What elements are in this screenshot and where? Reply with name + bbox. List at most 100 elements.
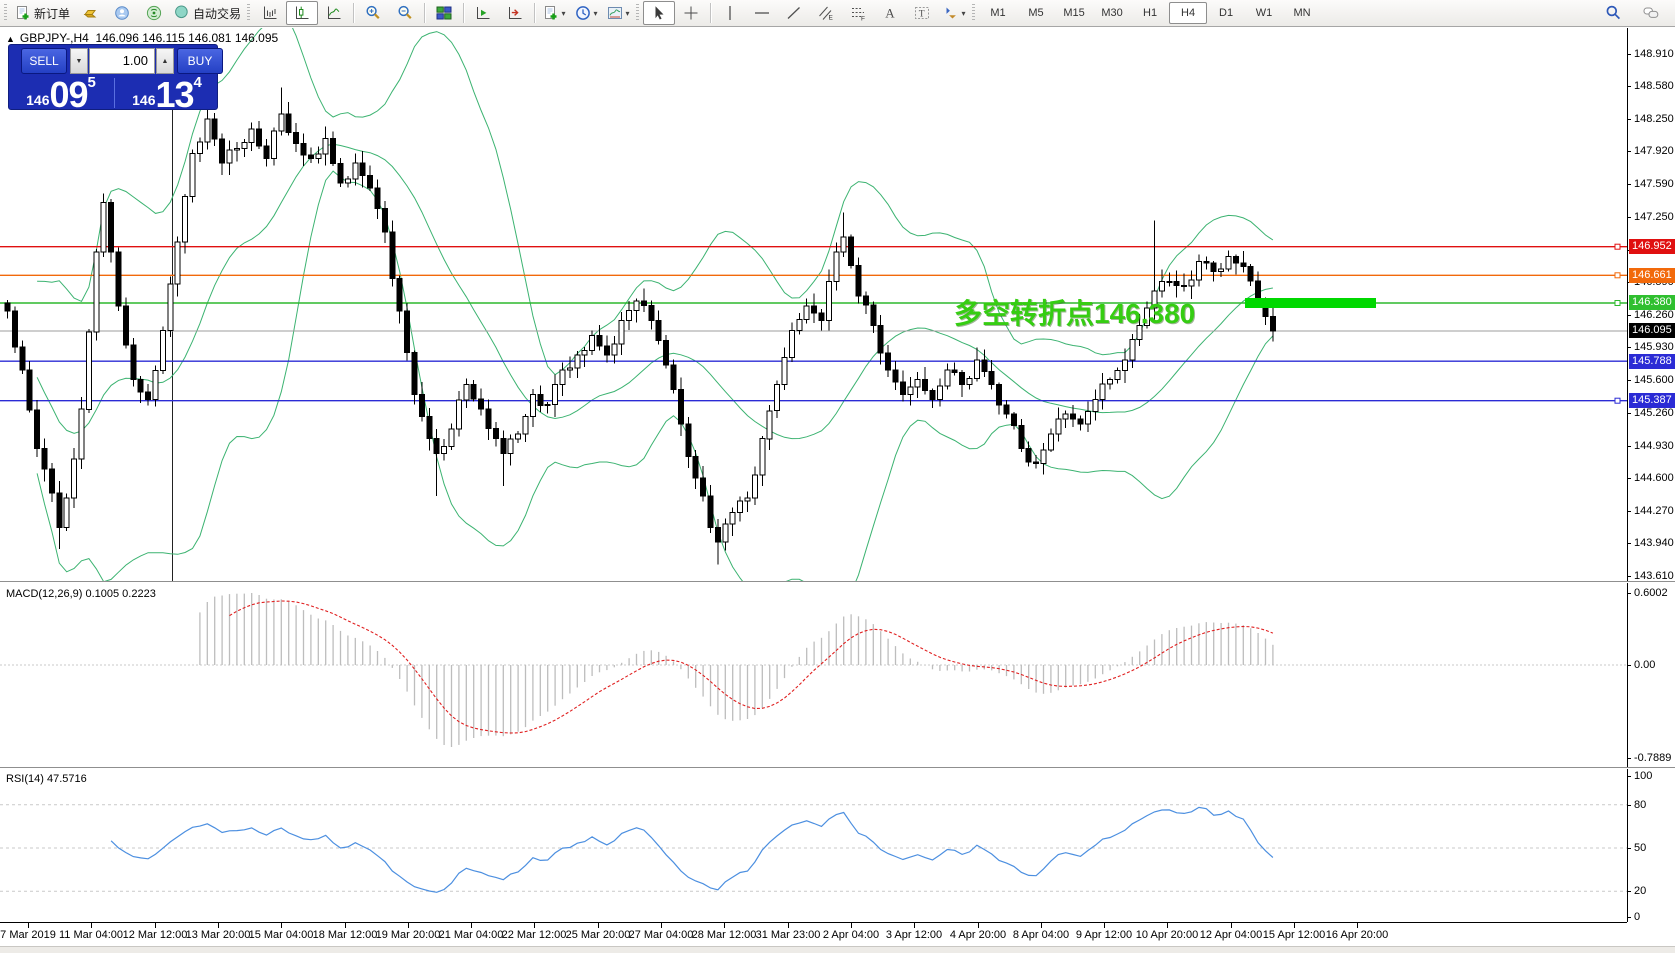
toolbar-drag-handle[interactable]: [636, 4, 640, 22]
candle-body: [1232, 256, 1239, 264]
time-axis-label[interactable]: 3 Apr 12:00: [885, 929, 943, 941]
price-axis-tick: [1627, 315, 1631, 316]
tile-windows-button[interactable]: [428, 1, 460, 25]
collapse-panel-icon[interactable]: ▲: [6, 34, 15, 44]
time-axis-label[interactable]: 22 Mar 12:00: [501, 929, 567, 941]
time-axis-label[interactable]: 9 Apr 12:00: [1075, 929, 1133, 941]
fibonacci-button[interactable]: F: [842, 1, 874, 25]
horizontal-line-button[interactable]: [746, 1, 778, 25]
line-drag-handle[interactable]: [1614, 300, 1621, 306]
zoom-out-button[interactable]: [389, 1, 421, 25]
panel-splitter[interactable]: [0, 581, 1675, 582]
line-drag-handle[interactable]: [1614, 243, 1621, 250]
new-order-button[interactable]: 新订单: [11, 1, 74, 25]
time-axis-label[interactable]: 4 Apr 20:00: [949, 929, 1007, 941]
rsi-axis-label: 0: [1634, 911, 1641, 923]
toolbar-drag-handle[interactable]: [972, 4, 976, 22]
time-axis-label[interactable]: 31 Mar 23:00: [755, 929, 821, 941]
market-watch-button[interactable]: [74, 1, 106, 25]
time-axis-label[interactable]: 19 Mar 20:00: [375, 929, 441, 941]
arrow-objects-dropdown-icon[interactable]: ▾: [961, 8, 966, 18]
chart-shift-button[interactable]: [499, 1, 531, 25]
search-button[interactable]: [1597, 1, 1629, 25]
candlestick-chart[interactable]: [0, 28, 1627, 581]
text-button[interactable]: A: [874, 1, 906, 25]
time-axis-label[interactable]: 18 Mar 12:00: [312, 929, 378, 941]
timeframe-m30-button[interactable]: M30: [1101, 7, 1123, 19]
time-axis-label[interactable]: 8 Apr 04:00: [1012, 929, 1070, 941]
time-axis-label[interactable]: 28 Mar 12:00: [691, 929, 757, 941]
sell-button[interactable]: SELL: [21, 48, 67, 74]
vertical-line-button[interactable]: [714, 1, 746, 25]
time-axis-label[interactable]: 11 Mar 04:00: [58, 929, 124, 941]
candle-body: [115, 251, 122, 307]
candle-body: [670, 364, 677, 391]
line-drag-handle[interactable]: [1614, 397, 1621, 404]
templates-button[interactable]: ▾: [602, 1, 634, 25]
volume-up-button[interactable]: ▲: [156, 48, 174, 74]
time-axis-label[interactable]: 2 Apr 04:00: [822, 929, 880, 941]
line-drag-handle[interactable]: [1614, 272, 1621, 279]
candle-body: [241, 142, 248, 149]
time-axis-label[interactable]: 25 Mar 20:00: [565, 929, 631, 941]
time-axis-label[interactable]: 12 Apr 04:00: [1199, 929, 1263, 941]
chat-button[interactable]: [1635, 1, 1667, 25]
candle-body: [988, 371, 995, 386]
level-highlight-bar[interactable]: [1245, 298, 1376, 308]
rsi-chart[interactable]: [0, 769, 1627, 922]
timeframe-d1-button[interactable]: D1: [1219, 7, 1234, 19]
indicators-button[interactable]: ▾: [538, 1, 570, 25]
bollinger-lower-band: [36, 170, 1274, 581]
sell-price[interactable]: 146 09 5: [9, 75, 113, 113]
trend-annotation-text[interactable]: 多空转折点146.380: [954, 298, 1196, 329]
line-chart-button[interactable]: [318, 1, 350, 25]
panel-splitter[interactable]: [0, 768, 1675, 769]
auto-scroll-button[interactable]: [467, 1, 499, 25]
time-axis-label[interactable]: 10 Apr 20:00: [1135, 929, 1199, 941]
templates-dropdown-icon[interactable]: ▾: [625, 8, 630, 18]
periods-button[interactable]: ▾: [570, 1, 602, 25]
time-axis-label[interactable]: 21 Mar 04:00: [438, 929, 504, 941]
price-axis-label: 144.930: [1634, 440, 1674, 452]
signals-button[interactable]: [138, 1, 170, 25]
timeframe-mn-button[interactable]: MN: [1293, 7, 1311, 19]
volume-down-button[interactable]: ▼: [70, 48, 88, 74]
crosshair-button[interactable]: [675, 1, 707, 25]
timeframe-m15-button[interactable]: M15: [1063, 7, 1085, 19]
periods-dropdown-icon[interactable]: ▾: [593, 8, 598, 18]
panel-splitter[interactable]: [0, 582, 1675, 583]
timeframe-w1-button[interactable]: W1: [1255, 7, 1273, 19]
time-axis-label[interactable]: 12 Mar 12:00: [122, 929, 188, 941]
arrow-objects-button[interactable]: ▾: [938, 1, 970, 25]
trendline-button[interactable]: [778, 1, 810, 25]
candle-body: [145, 391, 152, 400]
buy-price[interactable]: 146 13 4: [115, 75, 219, 113]
candlestick-chart-button[interactable]: [286, 1, 319, 25]
candle-body: [611, 343, 618, 356]
cursor-button[interactable]: [643, 1, 676, 25]
time-axis-label[interactable]: 7 Mar 2019: [0, 929, 56, 941]
time-axis-label[interactable]: 15 Apr 12:00: [1262, 929, 1326, 941]
zoom-in-button[interactable]: [357, 1, 389, 25]
community-button[interactable]: [106, 1, 138, 25]
rsi-indicator-label: RSI(14) 47.5716: [6, 773, 87, 785]
volume-input[interactable]: 1.00: [89, 48, 155, 74]
autotrading-button[interactable]: 自动交易: [170, 1, 245, 25]
timeframe-h1-button[interactable]: H1: [1143, 7, 1158, 19]
time-axis-label[interactable]: 13 Mar 20:00: [185, 929, 251, 941]
text-label-button[interactable]: T: [906, 1, 938, 25]
toolbar-drag-handle[interactable]: [4, 4, 7, 22]
timeframe-m1-button[interactable]: M1: [990, 7, 1006, 19]
indicators-dropdown-icon[interactable]: ▾: [561, 8, 566, 18]
time-axis-label[interactable]: 16 Apr 20:00: [1325, 929, 1389, 941]
buy-button[interactable]: BUY: [177, 48, 223, 74]
timeframe-m5-button[interactable]: M5: [1028, 7, 1044, 19]
bar-chart-button[interactable]: [254, 1, 286, 25]
equidistant-channel-button[interactable]: E: [810, 1, 842, 25]
toolbar-drag-handle[interactable]: [247, 4, 251, 22]
timeframe-h4-button[interactable]: H4: [1169, 2, 1208, 24]
macd-chart[interactable]: [0, 583, 1627, 767]
time-axis-label[interactable]: 15 Mar 04:00: [248, 929, 314, 941]
panel-splitter[interactable]: [0, 767, 1675, 768]
time-axis-label[interactable]: 27 Mar 04:00: [628, 929, 694, 941]
